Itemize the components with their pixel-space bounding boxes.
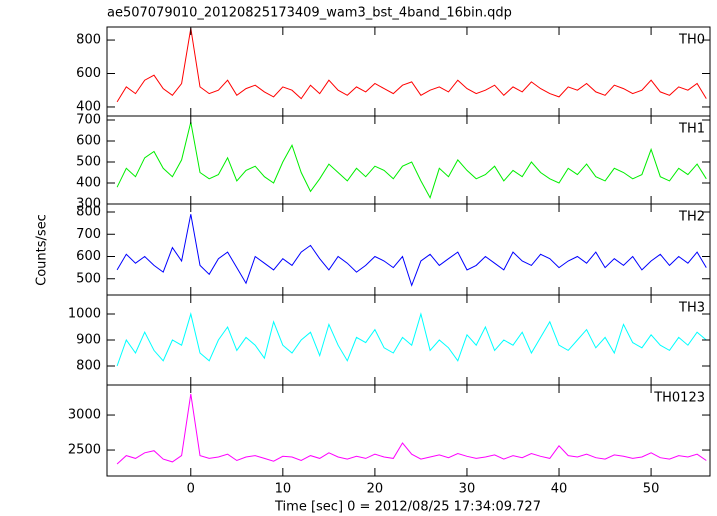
x-tick-label: 10 bbox=[275, 482, 292, 497]
x-tick-label: 30 bbox=[459, 482, 476, 497]
y-tick-label: 600 bbox=[76, 133, 101, 148]
panel-label: TH1 bbox=[678, 122, 705, 137]
y-tick-label: 800 bbox=[76, 359, 101, 374]
panel-frame bbox=[106, 384, 711, 477]
y-tick-label: 400 bbox=[76, 99, 101, 114]
y-tick-label: 600 bbox=[76, 249, 101, 264]
light-curve bbox=[116, 312, 707, 367]
y-tick-label: 400 bbox=[76, 175, 101, 190]
x-tick-label: 50 bbox=[643, 482, 660, 497]
y-tick-label: 300 bbox=[76, 197, 101, 212]
y-tick-label: 500 bbox=[76, 271, 101, 286]
light-curve bbox=[116, 214, 707, 287]
y-tick-label: 700 bbox=[76, 227, 101, 242]
light-curve bbox=[116, 121, 707, 199]
y-tick-label: 800 bbox=[76, 205, 101, 220]
y-tick-label: 2500 bbox=[68, 443, 101, 458]
y-axis-label: Counts/sec bbox=[35, 214, 50, 286]
y-tick-label: 900 bbox=[76, 333, 101, 348]
y-tick-label: 700 bbox=[76, 112, 101, 127]
x-axis-label: Time [sec] 0 = 2012/08/25 17:34:09.727 bbox=[274, 500, 541, 515]
panel-label: TH3 bbox=[678, 301, 705, 316]
light-curve bbox=[116, 28, 707, 103]
y-tick-label: 500 bbox=[76, 154, 101, 169]
x-tick-label: 40 bbox=[551, 482, 568, 497]
panel-frame bbox=[106, 294, 711, 386]
panel-label: TH0 bbox=[678, 33, 705, 48]
x-tick-label: 20 bbox=[367, 482, 384, 497]
panel-label: TH0123 bbox=[653, 391, 705, 406]
y-tick-label: 800 bbox=[76, 33, 101, 48]
y-tick-label: 1000 bbox=[68, 306, 101, 321]
panel-label: TH2 bbox=[678, 210, 705, 225]
y-tick-label: 3000 bbox=[68, 408, 101, 423]
chart-title: ae507079010_20120825173409_wam3_bst_4ban… bbox=[107, 6, 512, 21]
light-curve bbox=[116, 393, 707, 465]
x-tick-label: 0 bbox=[187, 482, 195, 497]
y-tick-label: 600 bbox=[76, 66, 101, 81]
